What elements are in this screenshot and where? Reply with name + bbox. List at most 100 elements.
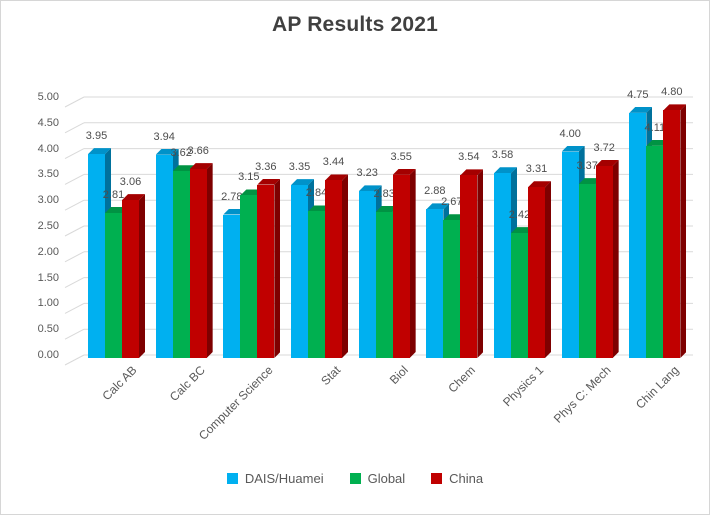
bar-dais-huamei-stat: 3.35: [289, 161, 314, 358]
value-label: 3.36: [255, 160, 277, 173]
legend-label-china: China: [449, 471, 484, 486]
value-label: 3.72: [593, 142, 615, 155]
bar-global-chin-lang: 4.11: [645, 122, 670, 358]
value-label: 3.15: [238, 171, 260, 184]
y-axis-tick-label: 4.00: [37, 142, 59, 155]
bar-top-face: [578, 178, 602, 185]
value-label: 3.31: [525, 163, 548, 176]
bar-top-face: [291, 179, 314, 186]
y-axis-tick-label: 0.00: [37, 349, 59, 361]
bar-top-face: [189, 163, 213, 170]
bar-top-face: [257, 178, 281, 185]
value-label: 4.80: [661, 86, 683, 99]
bar-side-face: [613, 160, 619, 358]
bar-global-stat: 2.84: [306, 187, 331, 358]
bar-dais-huamei-calc-bc: 3.94: [153, 131, 179, 358]
legend: DAIS/Huamei Global China: [1, 471, 709, 486]
bar-top-face: [646, 139, 670, 146]
legend-label-global: Global: [367, 471, 406, 486]
bar-side-face: [342, 174, 348, 358]
bar-top-face: [240, 189, 264, 196]
y-axis-tick-label: 3.00: [37, 194, 59, 207]
bar-top-face: [460, 169, 484, 176]
value-label: 2.78: [221, 190, 243, 203]
value-label: 3.66: [187, 145, 209, 158]
value-label: 4.75: [627, 88, 649, 101]
y-axis-tick-label: 5.00: [37, 91, 59, 103]
legend-swatch-dais-huamei-icon: [226, 473, 238, 484]
bar-china-chin-lang: 4.80: [661, 86, 687, 358]
value-label: 2.83: [373, 187, 395, 200]
bar-china-biol: 3.55: [390, 151, 416, 358]
bar-dais-huamei-chem: 2.88: [424, 185, 450, 358]
bar-top-face: [392, 168, 416, 175]
bar-top-face: [325, 174, 348, 181]
value-label: 4.00: [559, 127, 581, 140]
bar-top-face: [172, 165, 196, 172]
legend-label-dais-huamei: DAIS/Huamei: [244, 471, 324, 486]
bar-dais-huamei-chin-lang: 4.75: [627, 89, 653, 358]
bar-dais-huamei-physics-1: 3.58: [492, 149, 517, 358]
bar-top-face: [494, 167, 517, 174]
bar-top-face: [595, 160, 619, 167]
value-label: 3.44: [322, 156, 345, 169]
value-label: 3.54: [458, 151, 480, 164]
y-axis-tick-label: 2.50: [37, 220, 59, 232]
bar-dais-huamei-computer-science: 2.78: [221, 191, 247, 358]
y-axis-tick-label: 3.50: [37, 168, 59, 181]
y-axis-tick-label: 1.50: [37, 271, 59, 284]
value-label: 2.81: [102, 189, 125, 201]
value-label: 3.23: [356, 167, 378, 180]
bar-global-calc-bc: 3.62: [170, 147, 196, 358]
bar-global-chem: 2.67: [441, 196, 467, 358]
bar-top-face: [528, 181, 551, 188]
bar-china-calc-bc: 3.66: [187, 145, 213, 358]
value-label: 2.67: [441, 196, 463, 209]
bar-global-computer-science: 3.15: [238, 171, 264, 358]
bar-side-face: [139, 194, 145, 358]
bar-top-face: [105, 207, 128, 213]
bar-global-calc-ab: 2.81: [103, 189, 128, 358]
value-label: 3.35: [288, 161, 311, 174]
value-label: 4.11: [644, 121, 666, 134]
bar-china-physics-1: 3.31: [526, 163, 551, 358]
bar-top-face: [426, 203, 450, 210]
bar-china-chem: 3.54: [458, 151, 484, 358]
bar-top-face: [511, 227, 534, 234]
value-label: 3.55: [390, 150, 412, 163]
value-label: 3.94: [153, 130, 175, 143]
y-axis-tick-label: 0.50: [37, 323, 59, 336]
bar-side-face: [477, 169, 483, 358]
bar-china-phys-c-mech: 3.72: [593, 142, 619, 358]
y-axis-tick-label: 4.50: [37, 116, 59, 129]
y-axis-tick-label: 1.00: [37, 297, 59, 310]
bar-top-face: [629, 106, 653, 113]
bar-side-face: [545, 181, 551, 358]
legend-swatch-global-icon: [349, 473, 361, 484]
bar-global-physics-1: 2.42: [509, 209, 534, 358]
bar-top-face: [122, 194, 145, 201]
bar-side-face: [680, 104, 686, 358]
value-label: 2.88: [424, 185, 446, 198]
bar-top-face: [663, 104, 687, 111]
bar-global-biol: 2.83: [373, 188, 399, 358]
bar-top-face: [358, 185, 382, 192]
bar-side-face: [207, 163, 213, 358]
value-label: 3.58: [491, 149, 514, 162]
chart-title: AP Results 2021: [271, 13, 439, 36]
bar-dais-huamei-biol: 3.23: [356, 167, 382, 358]
legend-item-china: China: [431, 471, 483, 486]
bar-china-calc-ab: 3.06: [120, 176, 145, 358]
legend-swatch-china-icon: [431, 473, 443, 484]
bar-china-computer-science: 3.36: [255, 161, 281, 358]
bar-dais-huamei-calc-ab: 3.95: [86, 130, 111, 358]
value-label: 3.95: [85, 130, 108, 143]
legend-item-dais-huamei: DAIS/Huamei: [226, 471, 324, 486]
value-label: 2.84: [305, 187, 328, 200]
bar-dais-huamei-phys-c-mech: 4.00: [559, 128, 585, 358]
bar-global-phys-c-mech: 3.37: [576, 160, 602, 358]
legend-item-global: Global: [349, 471, 406, 486]
bar-top-face: [88, 148, 111, 155]
bar-top-face: [155, 148, 179, 155]
